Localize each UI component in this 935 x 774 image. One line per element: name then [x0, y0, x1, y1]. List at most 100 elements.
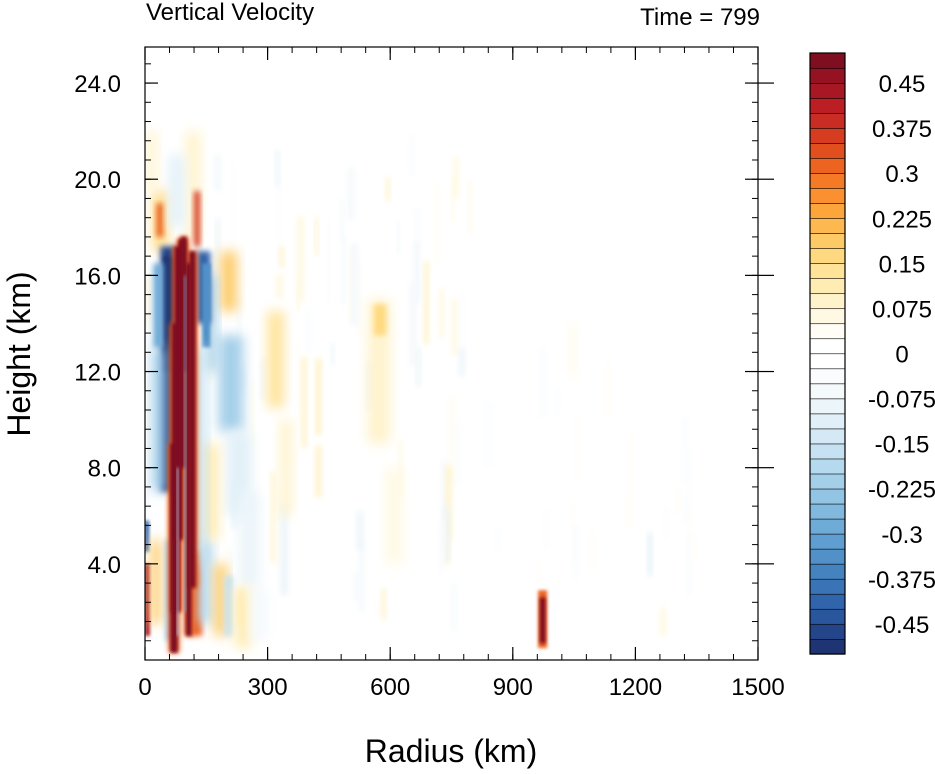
velocity-cell-20: [279, 246, 285, 268]
x-tick-label: 1500: [731, 674, 784, 701]
colorbar-tick-label: 0: [895, 342, 908, 369]
colorbar-box: [809, 278, 846, 295]
velocity-cell-124: [251, 587, 268, 641]
velocity-cell-22: [441, 459, 447, 543]
velocity-cell-74: [664, 506, 668, 541]
velocity-cell-79: [495, 526, 500, 554]
velocity-cell-96: [239, 491, 260, 588]
colorbar-box: [809, 308, 846, 325]
colorbar-box: [809, 488, 846, 505]
y-tick-label: 12.0: [74, 360, 121, 387]
velocity-cell-115: [145, 275, 149, 516]
velocity-cell-72: [691, 535, 696, 563]
colorbar-tick-label: 0.375: [872, 116, 932, 143]
colorbar-box: [809, 112, 846, 129]
colorbar-tick-label: -0.15: [875, 432, 930, 459]
colorbar-box: [809, 578, 846, 595]
y-tick-label: 24.0: [74, 71, 121, 98]
velocity-cell-150: [539, 597, 546, 644]
velocity-cell-51: [315, 445, 322, 498]
velocity-cell-43: [460, 293, 466, 358]
velocity-cell-59: [306, 307, 311, 354]
velocity-cell-30: [438, 288, 444, 338]
velocity-cell-16: [242, 360, 245, 433]
velocity-cell-15: [416, 347, 421, 387]
colorbar-box: [809, 293, 846, 310]
colorbar-box: [809, 142, 846, 159]
colorbar-box: [809, 338, 846, 355]
velocity-cell-117: [151, 539, 162, 624]
velocity-cell-44: [376, 597, 380, 618]
colorbar-box: [809, 428, 846, 445]
colorbar-box: [809, 67, 846, 84]
velocity-cell-68: [451, 583, 457, 631]
velocity-cell-73: [575, 414, 580, 481]
colorbar-tick-label: -0.225: [868, 477, 935, 504]
velocity-cell-54: [385, 177, 390, 202]
velocity-cell-82: [540, 347, 546, 418]
velocity-cell-100: [279, 419, 293, 516]
velocity-cell-29: [280, 504, 288, 595]
velocity-cell-144: [181, 236, 187, 372]
colorbar-box: [809, 263, 846, 279]
colorbar-box: [809, 608, 846, 625]
velocity-cell-123: [234, 587, 252, 648]
x-tick-label: 1200: [609, 674, 662, 701]
velocity-cell-4: [453, 156, 459, 198]
velocity-cell-10: [456, 422, 462, 487]
velocity-cell-91: [537, 559, 541, 584]
y-tick-label: 16.0: [74, 263, 121, 290]
velocity-cell-98: [206, 275, 217, 372]
velocity-cell-3: [277, 485, 281, 568]
velocity-cell-108: [156, 203, 164, 237]
velocity-cell-80: [545, 507, 548, 551]
velocity-cell-63: [468, 180, 472, 234]
velocity-cell-97: [220, 251, 237, 312]
x-tick-label: 900: [493, 674, 533, 701]
velocity-cell-87: [556, 386, 560, 416]
velocity-cell-78: [489, 403, 494, 468]
colorbar-box: [809, 548, 846, 565]
colorbar-box: [809, 503, 846, 520]
colorbar-tick-label: 0.15: [879, 251, 926, 278]
velocity-cell-77: [553, 583, 559, 614]
plot-frame: [144, 46, 759, 661]
velocity-cell-148: [176, 467, 179, 636]
velocity-cell-1: [409, 281, 417, 367]
velocity-cell-49: [414, 240, 420, 305]
velocity-cell-105: [647, 532, 652, 576]
velocity-cell-48: [331, 343, 335, 366]
velocity-cell-60: [459, 348, 465, 377]
velocity-cell-65: [216, 217, 220, 286]
velocity-cell-116: [145, 275, 150, 324]
velocity-cell-37: [397, 221, 400, 255]
colorbar-box: [809, 248, 846, 264]
y-axis: 4.0 8.0 12.0 16.0 20.0 24.0: [74, 63, 774, 661]
velocity-cell-120: [214, 563, 227, 636]
velocity-cell-40: [251, 381, 254, 450]
colorbar-box: [809, 157, 846, 174]
velocity-cell-75: [550, 604, 554, 630]
colorbar-box: [809, 82, 846, 99]
velocity-cell-33: [347, 167, 355, 221]
velocity-cell-42: [214, 154, 221, 192]
velocity-field: [145, 131, 696, 653]
velocity-cell-86: [484, 400, 488, 469]
colorbar-box: [809, 217, 846, 234]
velocity-cell-19: [409, 134, 414, 178]
colorbar-tick-label: 0.45: [879, 71, 926, 98]
velocity-cell-53: [296, 339, 300, 415]
velocity-cell-35: [356, 510, 364, 550]
y-tick-label: 8.0: [88, 456, 121, 483]
velocity-cell-102: [373, 304, 387, 336]
colorbar: -0.45 -0.375 -0.3 -0.225 -0.15 -0.075 0 0.075 0.…: [809, 52, 935, 655]
velocity-cell-110: [194, 191, 201, 247]
velocity-cell-83: [630, 431, 634, 503]
velocity-cell-34: [451, 298, 458, 356]
colorbar-box: [809, 127, 846, 144]
colorbar-box: [809, 563, 846, 580]
velocity-cell-7: [270, 471, 275, 563]
velocity-cell-36: [443, 507, 450, 562]
velocity-cell-103: [386, 467, 403, 564]
colorbar-box: [809, 172, 846, 189]
